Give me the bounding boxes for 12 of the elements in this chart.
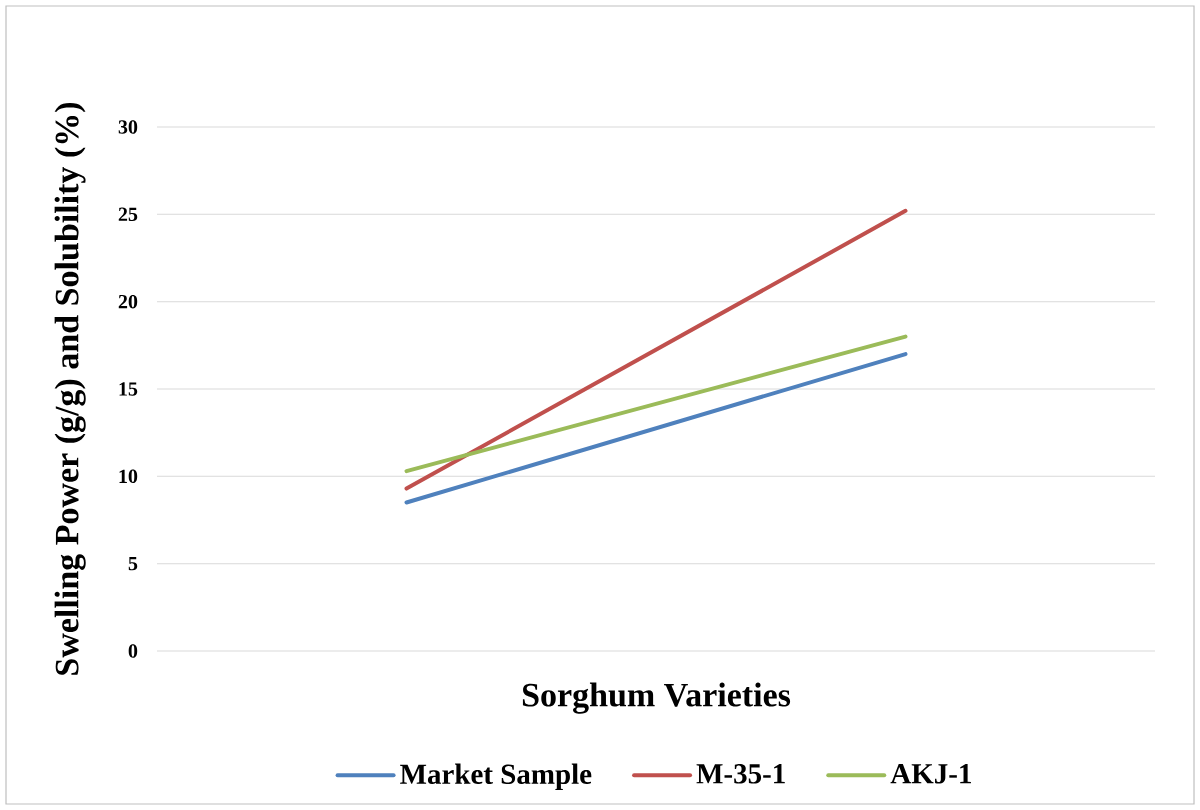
y-axis-title: Swelling Power (g/g) and Solubility (%) [54, 102, 86, 675]
y-tick-label: 30 [118, 120, 138, 134]
y-tick-label: 25 [118, 207, 138, 222]
legend-label: M-35-1 [696, 764, 785, 784]
y-tick-label: 20 [118, 294, 138, 309]
y-tick-label: 0 [128, 644, 138, 658]
x-axis-title: Sorghum Varieties [522, 682, 791, 714]
y-tick-label: 15 [119, 382, 138, 396]
legend-label: Market Sample [400, 763, 592, 790]
y-tick-label: 10 [119, 469, 138, 484]
legend-label: AKJ-1 [890, 764, 971, 784]
y-tick-label: 5 [128, 557, 138, 571]
